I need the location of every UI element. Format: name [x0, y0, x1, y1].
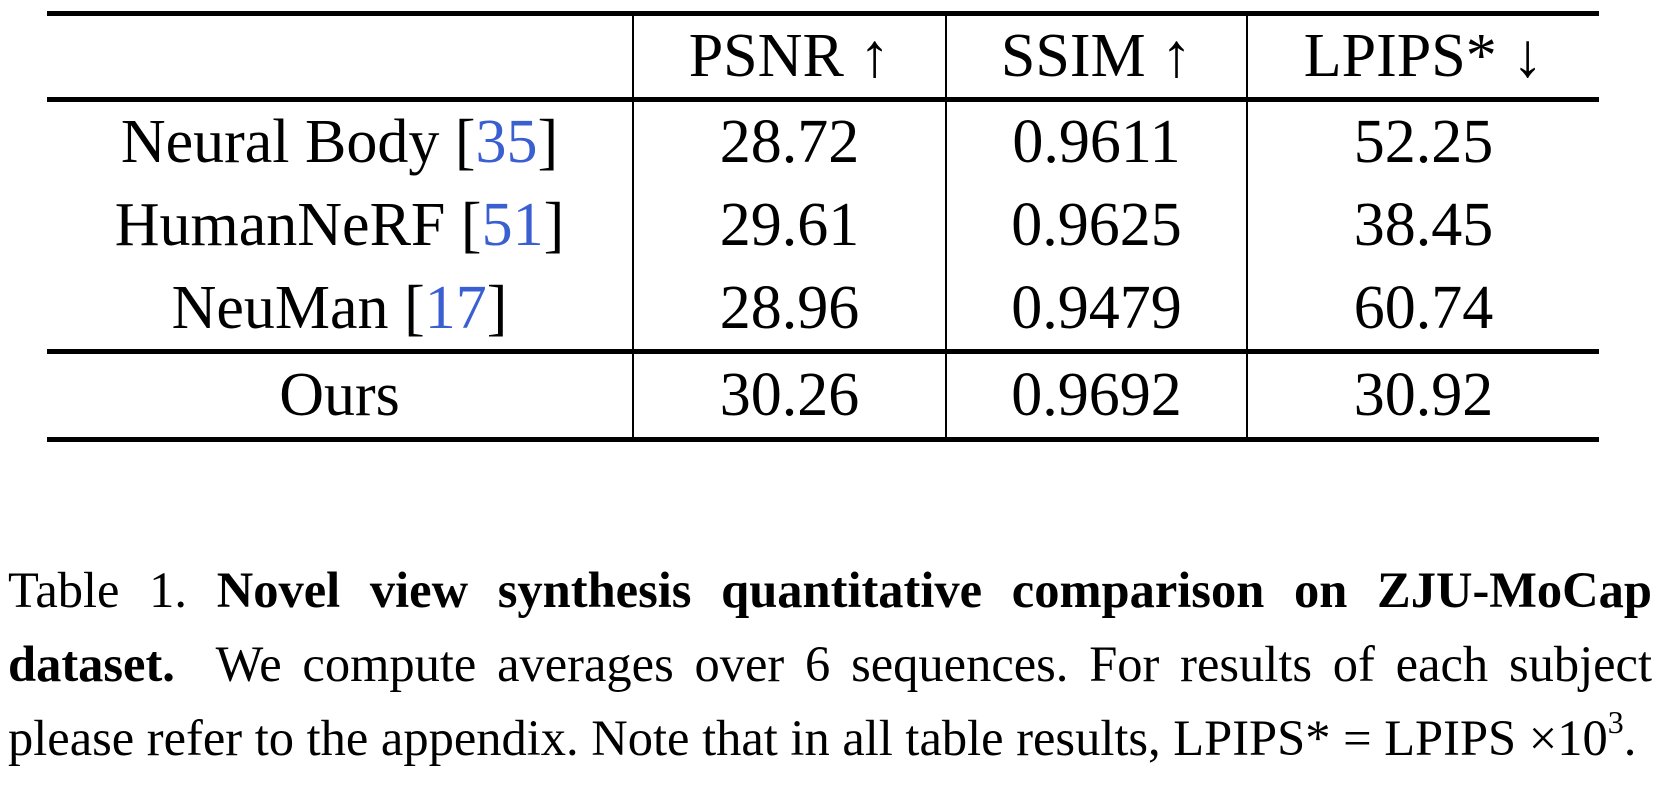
header-corner [47, 14, 633, 100]
header-cell: LPIPS* ↓ [1246, 13, 1599, 100]
method-name: HumanNeRF [114, 191, 446, 259]
value-cell: 29.61 [632, 183, 946, 268]
method-name: Neural Body [120, 108, 440, 177]
value-cell: 52.25 [1246, 99, 1599, 184]
method-cell: HumanNeRF [51] [47, 184, 633, 268]
header-cell: PSNR ↑ [632, 13, 946, 100]
value-cell: 0.9692 [945, 351, 1247, 440]
method-cell: Neural Body [35] [47, 100, 633, 184]
table-row: HumanNeRF [51] 29.61 0.9625 38.45 [47, 183, 1599, 268]
method-name: Ours [279, 361, 400, 429]
value-cell: 30.92 [1246, 351, 1599, 440]
caption: Table 1. Novel view synthesis quantitati… [8, 553, 1652, 775]
value-cell: 28.72 [632, 99, 946, 184]
method-cell: NeuMan [17] [47, 268, 633, 352]
header-cell: SSIM ↑ [945, 13, 1247, 100]
method-name: NeuMan [171, 273, 389, 342]
value-cell: 0.9611 [945, 99, 1247, 184]
citation: [17] [404, 273, 508, 342]
table-body: Neural Body [35] 28.72 0.9611 52.25 HumanNeR… [47, 99, 1599, 440]
caption-text: We compute averages over 6 sequences. Fo… [8, 635, 1652, 766]
caption-sup: 3 [1607, 703, 1624, 740]
table-row: Ours 30.26 0.9692 30.92 [47, 351, 1599, 440]
table-row: Neural Body [35] 28.72 0.9611 52.25 [47, 99, 1599, 184]
citation: [51] [460, 191, 565, 259]
value-cell: 0.9479 [945, 267, 1247, 352]
citation: [35] [454, 108, 559, 177]
table-row: NeuMan [17] 28.96 0.9479 60.74 [47, 267, 1599, 352]
value-cell: 60.74 [1246, 267, 1599, 352]
caption-end: . [1623, 709, 1637, 766]
value-cell: 38.45 [1246, 183, 1599, 268]
results-table: PSNR ↑ SSIM ↑ LPIPS* ↓ Neural Body [35] 2… [47, 11, 1599, 442]
value-cell: 28.96 [632, 267, 946, 352]
caption-title: Novel view synthesis quantitative compar… [8, 561, 1652, 692]
method-cell: Ours [47, 352, 633, 440]
caption-label: Table 1. [8, 561, 188, 618]
header-row: PSNR ↑ SSIM ↑ LPIPS* ↓ [47, 13, 1599, 100]
value-cell: 0.9625 [945, 183, 1247, 268]
value-cell: 30.26 [632, 351, 946, 440]
